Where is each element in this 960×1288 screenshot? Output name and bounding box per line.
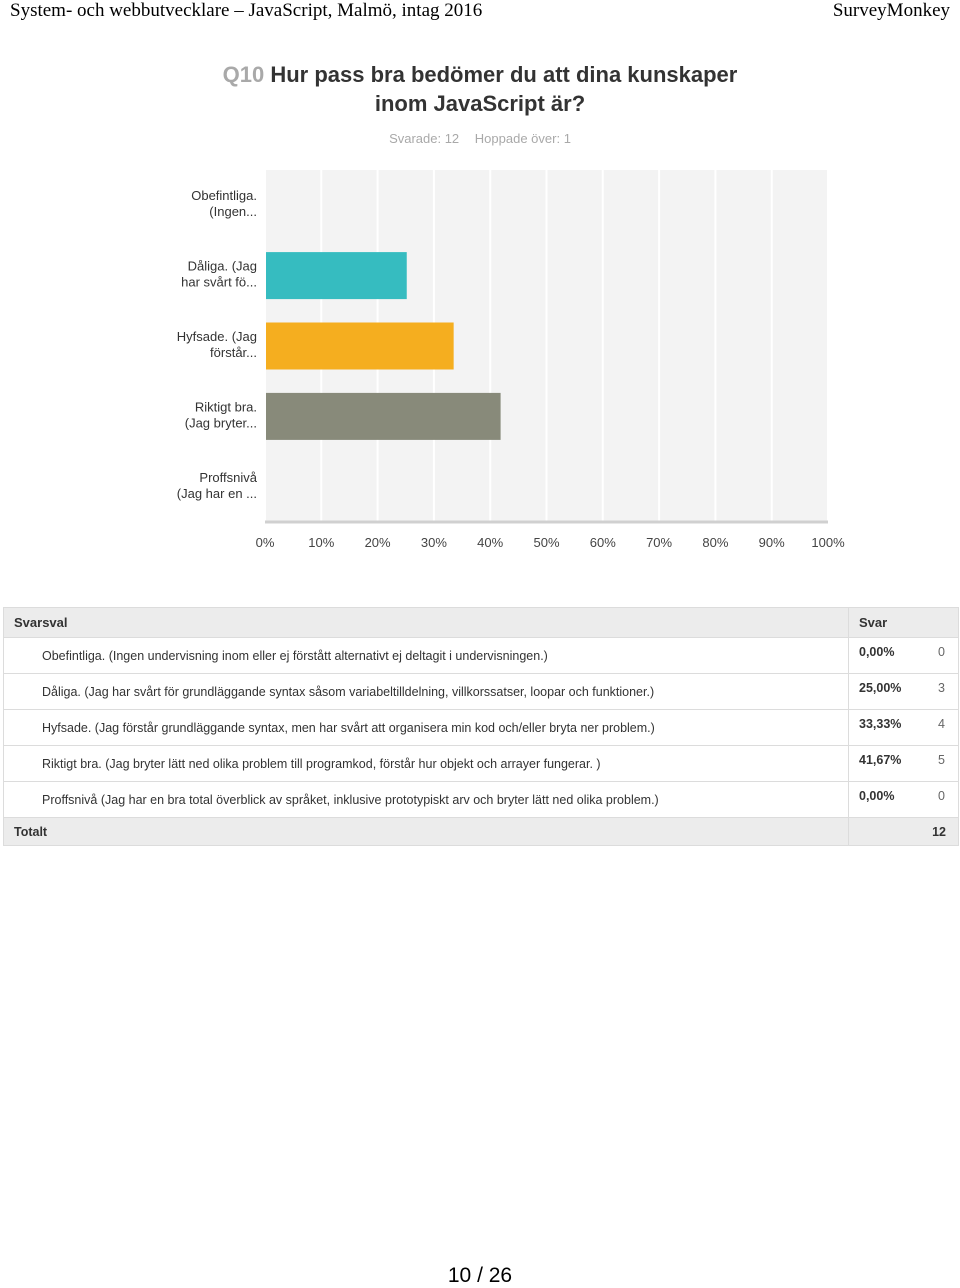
table-row: Obefintliga. (Ingen undervisning inom el… — [3, 637, 959, 674]
bar-chart: 0% 10% 20% 30% 40% 50% 60% 70% 80% 90% 100% Obefint… — [177, 170, 845, 550]
category-label: Dåliga. (Jag har svårt fö... — [181, 259, 257, 290]
bar — [266, 322, 454, 370]
page-number: 10 / 26 — [447, 1264, 513, 1287]
x-tick-label: 30% — [421, 535, 447, 550]
answer-result: 41,67% 5 — [848, 745, 959, 782]
question-text: Hur pass bra bedömer du att dina kunskap… — [270, 62, 738, 116]
total-value: 12 — [848, 817, 959, 846]
x-tick-label: 20% — [365, 535, 391, 550]
question-number: Q10 — [222, 62, 265, 87]
answer-percent: 0,00% — [859, 645, 895, 659]
answer-result: 33,33% 4 — [848, 709, 959, 746]
x-tick-label: 70% — [646, 535, 672, 550]
answer-label: Dåliga. (Jag har svårt för grundläggande… — [3, 673, 849, 710]
answer-percent: 33,33% — [859, 717, 902, 731]
answer-count: 0 — [938, 789, 945, 803]
answer-label: Hyfsade. (Jag förstår grundläggande synt… — [3, 709, 849, 746]
category-label: Proffsnivå (Jag har en ... — [177, 470, 258, 501]
table-row: Dåliga. (Jag har svårt för grundläggande… — [3, 673, 959, 710]
answer-label: Proffsnivå (Jag har en bra total överbli… — [3, 781, 849, 818]
column-header-svarsval: Svarsval — [3, 607, 849, 638]
answer-label: Riktigt bra. (Jag bryter lätt ned olika … — [3, 745, 849, 782]
category-label: Obefintliga. (Ingen... — [191, 188, 257, 219]
x-tick-label: 100% — [811, 535, 845, 550]
answer-result: 0,00% 0 — [848, 637, 959, 674]
total-row: Totalt 12 — [3, 817, 959, 846]
answer-percent: 41,67% — [859, 753, 902, 767]
answer-result: 0,00% 0 — [848, 781, 959, 818]
table-row: Riktigt bra. (Jag bryter lätt ned olika … — [3, 745, 959, 782]
brand-name: SurveyMonkey — [832, 0, 950, 21]
answer-count: 3 — [938, 681, 945, 695]
x-tick-label: 50% — [533, 535, 559, 550]
document-title: System- och webbutvecklare – JavaScript,… — [10, 0, 483, 21]
x-tick-label: 90% — [759, 535, 785, 550]
x-tick-label: 40% — [477, 535, 503, 550]
x-tick-label: 10% — [308, 535, 334, 550]
total-label: Totalt — [3, 817, 849, 846]
table-row: Hyfsade. (Jag förstår grundläggande synt… — [3, 709, 959, 746]
answer-percent: 25,00% — [859, 681, 902, 695]
category-label: Riktigt bra. (Jag bryter... — [185, 399, 257, 430]
column-header-svar: Svar — [848, 607, 959, 638]
x-tick-label: 60% — [590, 535, 616, 550]
answer-count: 5 — [938, 753, 945, 767]
table-header-row: Svarsval Svar — [3, 607, 959, 638]
question-title: Q10 Hur pass bra bedömer du att dina kun… — [200, 60, 760, 118]
category-label: Hyfsade. (Jag förstår... — [177, 329, 257, 360]
bar — [266, 392, 501, 440]
bar — [266, 252, 407, 300]
page-header: System- och webbutvecklare – JavaScript,… — [0, 0, 960, 24]
table-row: Proffsnivå (Jag har en bra total överbli… — [3, 781, 959, 818]
x-tick-label: 80% — [702, 535, 728, 550]
answer-label: Obefintliga. (Ingen undervisning inom el… — [3, 637, 849, 674]
answer-percent: 0,00% — [859, 789, 895, 803]
answer-count: 0 — [938, 645, 945, 659]
skipped-count: Hoppade över: 1 — [474, 131, 571, 146]
answer-result: 25,00% 3 — [848, 673, 959, 710]
answer-count: 4 — [938, 717, 945, 731]
answered-count: Svarade: 12 — [389, 131, 460, 146]
results-table: Svarsval Svar Obefintliga. (Ingen underv… — [3, 607, 959, 846]
x-tick-label: 0% — [256, 535, 275, 550]
response-stats: Svarade: 12 Hoppade över: 1 — [0, 131, 960, 146]
